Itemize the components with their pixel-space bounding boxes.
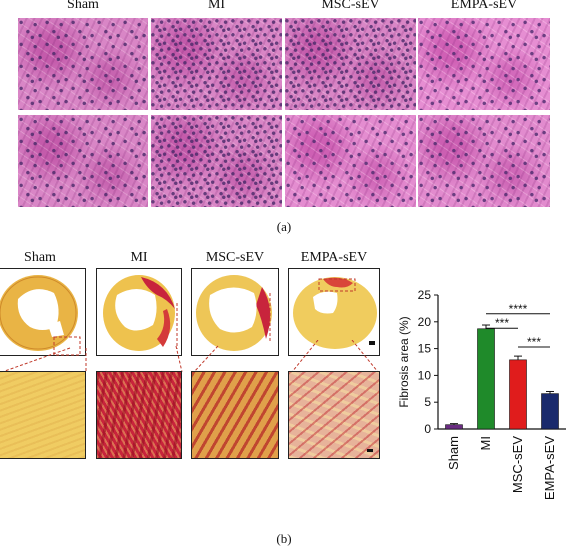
x-tick-label: MSC-sEV xyxy=(510,436,525,493)
significance-label: *** xyxy=(527,335,541,349)
b-col-label-sham: Sham xyxy=(24,250,56,265)
he-micrograph-empa-top xyxy=(418,18,550,110)
he-micrograph-sham-top xyxy=(18,18,148,110)
he-micrograph-mi-bottom xyxy=(151,115,282,207)
sirius-heart-sham xyxy=(0,268,86,356)
y-axis-label: Fibrosis area (%) xyxy=(397,316,411,407)
he-micrograph-msc-top xyxy=(285,18,416,110)
b-col-label-msc: MSC-sEV xyxy=(205,250,265,265)
bar-mi xyxy=(477,328,495,430)
x-tick-label: Sham xyxy=(446,436,461,470)
x-tick-label: EMPA-sEV xyxy=(542,436,557,500)
he-micrograph-msc-bottom xyxy=(285,115,416,207)
y-tick-label: 25 xyxy=(418,288,432,302)
panel-label-a: (a) xyxy=(276,219,292,234)
y-tick-label: 5 xyxy=(424,395,431,409)
a-col-label-empa: EMPA-sEV xyxy=(450,0,518,12)
sirius-heart-msc xyxy=(191,268,279,356)
scale-bar xyxy=(367,449,373,452)
he-micrograph-empa-bottom xyxy=(418,115,550,207)
sirius-heart-mi xyxy=(96,268,182,356)
sirius-zoom-sham xyxy=(0,371,86,459)
heart-section-empa-graphic xyxy=(293,277,377,349)
b-col-label-mi: MI xyxy=(130,250,148,265)
significance-label: *** xyxy=(495,316,509,330)
x-tick-label: MI xyxy=(478,436,493,450)
heart-section-msc-graphic xyxy=(196,275,272,351)
heart-section-sham-graphic xyxy=(0,275,81,356)
y-tick-label: 15 xyxy=(418,342,432,356)
a-col-label-sham: Sham xyxy=(67,0,99,12)
zoom-connector-lines xyxy=(1,340,379,373)
bar-msc-sev xyxy=(509,359,527,430)
y-tick-label: 20 xyxy=(418,315,432,329)
significance-label: **** xyxy=(509,302,528,316)
y-tick-label: 10 xyxy=(418,368,432,382)
b-col-label-empa: EMPA-sEV xyxy=(300,250,368,265)
a-col-label-msc: MSC-sEV xyxy=(321,0,380,12)
he-micrograph-sham-bottom xyxy=(18,115,148,207)
sirius-heart-empa xyxy=(288,268,380,356)
y-tick-label: 0 xyxy=(424,422,431,436)
panel-label-b: (b) xyxy=(276,531,292,546)
bar-empa-sev xyxy=(541,393,559,430)
fibrosis-bar-chart: 0 5 10 15 20 25 Fibrosis area (%) Sham MI MSC-sEV… xyxy=(397,288,566,500)
bar-sham xyxy=(445,424,463,430)
he-micrograph-mi-top xyxy=(151,18,282,110)
a-col-label-mi: MI xyxy=(207,0,226,12)
sirius-zoom-mi xyxy=(96,371,182,459)
sirius-zoom-msc xyxy=(191,371,279,459)
heart-section-mi-graphic xyxy=(103,275,178,351)
sirius-zoom-empa xyxy=(288,371,380,459)
